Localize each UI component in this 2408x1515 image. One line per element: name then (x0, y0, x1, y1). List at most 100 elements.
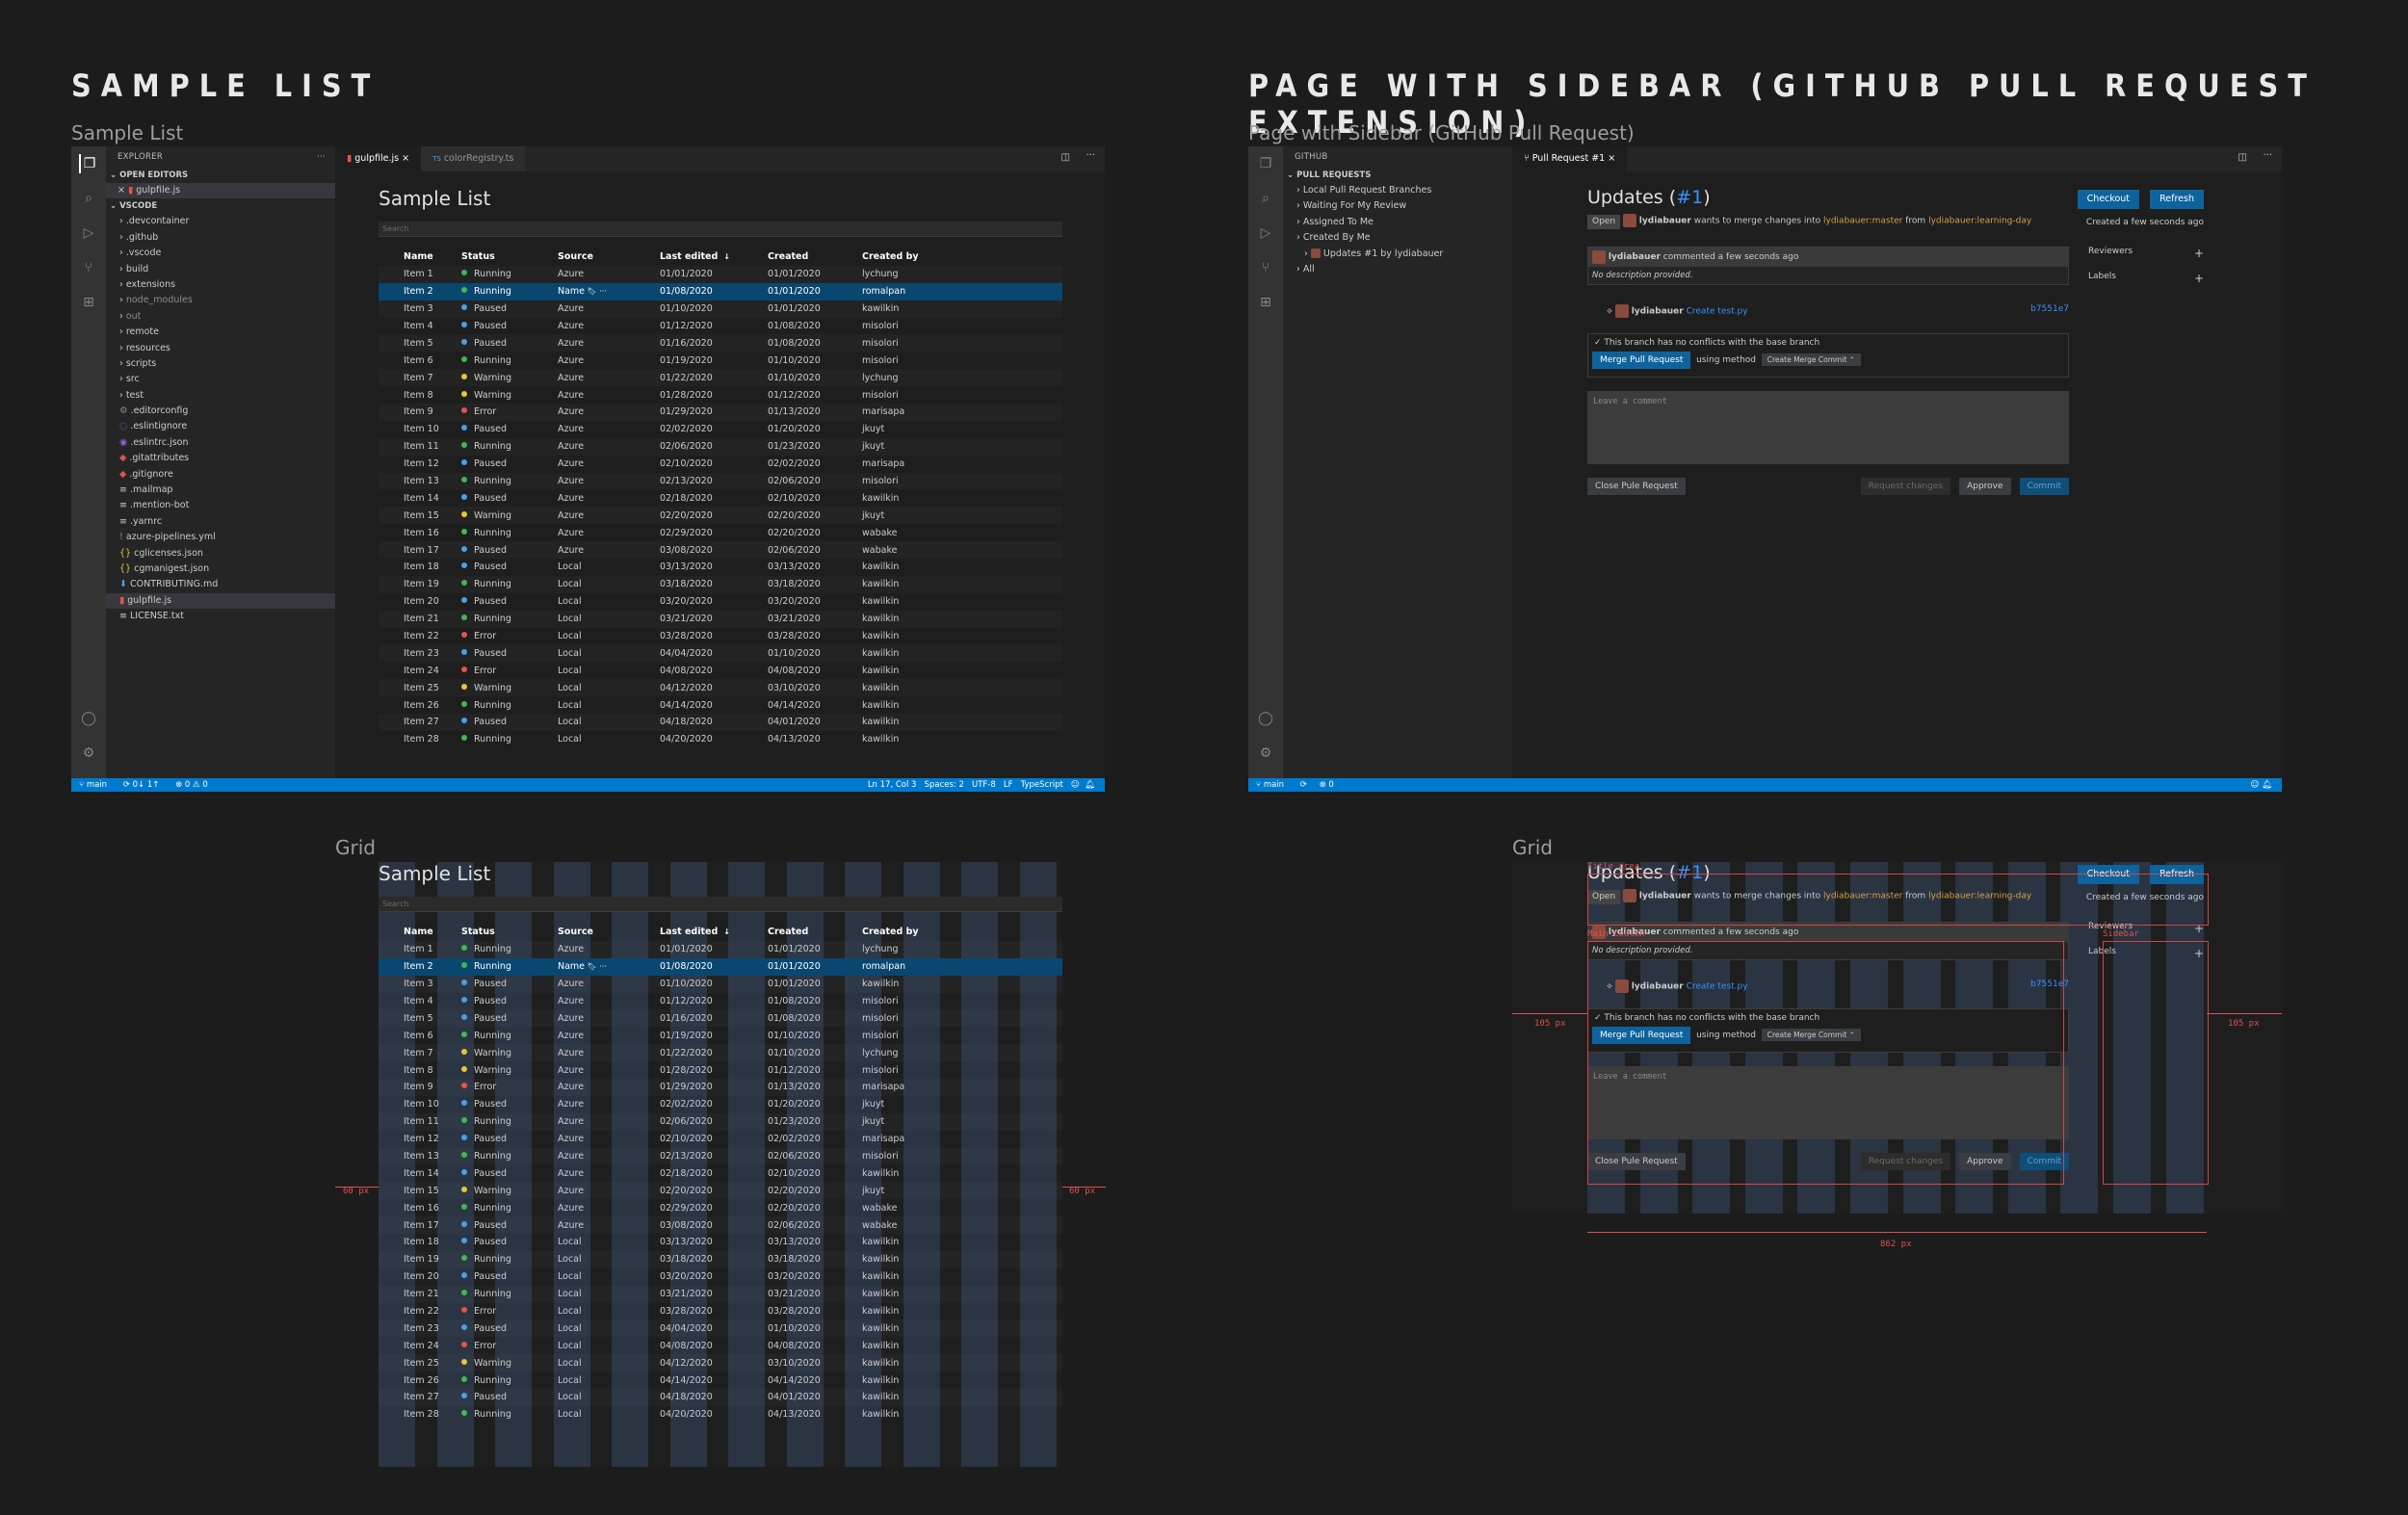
language-mode[interactable]: TypeScript (1020, 780, 1063, 790)
file-tree-item[interactable]: › remote (106, 325, 335, 340)
gear-icon[interactable]: ⚙ (1259, 745, 1272, 761)
gear-icon[interactable]: ⚙ (82, 745, 95, 761)
sync-icon[interactable]: ⟳ (1299, 780, 1307, 790)
approve-button[interactable]: Approve (1959, 1153, 2011, 1170)
file-tree-item[interactable]: ◆ .gitattributes (106, 451, 335, 466)
add-reviewer-icon[interactable]: + (2193, 922, 2204, 935)
merge-pull-request-button[interactable]: Merge Pull Request (1592, 352, 1691, 369)
column-header[interactable]: Last edited ↓ (660, 924, 768, 941)
merge-pull-request-button[interactable]: Merge Pull Request (1592, 1027, 1691, 1044)
file-tree-item[interactable]: ◉ .eslintrc.json (106, 435, 335, 451)
problems-item[interactable]: ⊗ 0 ⚠ 0 (175, 780, 208, 790)
extensions-icon[interactable]: ⊞ (83, 295, 94, 310)
table-row[interactable]: Item 7 Warning Azure 01/22/2020 01/10/2020 ly… (379, 1044, 1062, 1061)
source-control-icon[interactable]: ⑂ (84, 260, 93, 275)
table-row[interactable]: Item 24 Error Local 04/08/2020 04/08/2020 kaw… (379, 1337, 1062, 1354)
table-row[interactable]: Item 5 Paused Azure 01/16/2020 01/08/2020 mis… (379, 334, 1062, 352)
table-row[interactable]: Item 23 Paused Local 04/04/2020 01/10/2020 ka… (379, 644, 1062, 662)
branch-item[interactable]: ⑂ main (1256, 780, 1285, 790)
table-row[interactable]: Item 4 Paused Azure 01/12/2020 01/08/2020 mis… (379, 993, 1062, 1010)
file-tree-item[interactable]: ◆ .gitignore (106, 467, 335, 483)
table-row[interactable]: Item 9 Error Azure 01/29/2020 01/13/2020 mari… (379, 404, 1062, 421)
table-row[interactable]: Item 10 Paused Azure 02/02/2020 01/20/2020 jk… (379, 421, 1062, 438)
file-tree-item[interactable]: › src (106, 372, 335, 387)
table-row[interactable]: Item 15 Warning Azure 02/20/2020 02/20/2020 j… (379, 507, 1062, 524)
file-tree-item[interactable]: › build (106, 262, 335, 277)
split-editor-icon[interactable]: ◫ (2238, 152, 2247, 163)
table-row[interactable]: Item 16 Running Azure 02/29/2020 02/20/2020 w… (379, 1199, 1062, 1216)
more-actions-icon[interactable]: ··· (1086, 150, 1095, 161)
file-tree-item[interactable]: ⬇ CONTRIBUTING.md (106, 577, 335, 592)
pr-tree-item[interactable]: › Waiting For My Review (1283, 198, 1512, 214)
table-row[interactable]: Item 2 Running Name 🔖︎ ··· 01/08/2020 01/01/… (379, 282, 1062, 300)
file-tree-item[interactable]: › test (106, 388, 335, 404)
table-row[interactable]: Item 6 Running Azure 01/19/2020 01/10/2020 mi… (379, 352, 1062, 369)
checkout-button[interactable]: Checkout (2077, 190, 2140, 209)
approve-button[interactable]: Approve (1959, 478, 2011, 495)
tab-pull-request[interactable]: ⑂ Pull Request #1 × (1512, 146, 1628, 171)
table-row[interactable]: Item 20 Paused Local 03/20/2020 03/20/2020 ka… (379, 593, 1062, 611)
table-row[interactable]: Item 28 Running Local 04/20/2020 04/13/2020 k… (379, 731, 1062, 748)
commit-sha[interactable]: b7551e7 (2030, 304, 2069, 314)
table-row[interactable]: Item 9 Error Azure 01/29/2020 01/13/2020 mari… (379, 1079, 1062, 1096)
table-row[interactable]: Item 7 Warning Azure 01/22/2020 01/10/2020 ly… (379, 369, 1062, 386)
file-tree-item[interactable]: › node_modules (106, 293, 335, 308)
feedback-icon[interactable]: ☺ (1070, 780, 1080, 790)
close-icon[interactable]: × (118, 185, 125, 196)
table-row[interactable]: Item 8 Warning Azure 01/28/2020 01/12/2020 mi… (379, 386, 1062, 404)
table-row[interactable]: Item 19 Running Local 03/18/2020 03/18/2020 k… (379, 576, 1062, 593)
table-row[interactable]: Item 12 Paused Azure 02/10/2020 02/02/2020 ma… (379, 456, 1062, 473)
table-row[interactable]: Item 13 Running Azure 02/13/2020 02/06/2020 m… (379, 473, 1062, 490)
table-row[interactable]: Item 23 Paused Local 04/04/2020 01/10/2020 ka… (379, 1319, 1062, 1337)
table-row[interactable]: Item 17 Paused Azure 03/08/2020 02/06/2020 wa… (379, 1216, 1062, 1234)
search-input[interactable]: Search (379, 897, 1062, 912)
row-actions-icon[interactable]: 🔖︎ ··· (585, 287, 607, 297)
indentation[interactable]: Spaces: 2 (924, 780, 964, 790)
column-header[interactable]: Source (558, 248, 660, 266)
close-pull-request-button[interactable]: Close Pule Request (1587, 478, 1686, 495)
commit-button[interactable]: Commit (2019, 1153, 2069, 1170)
sort-arrow-icon[interactable]: ↓ (723, 252, 730, 262)
file-tree-item[interactable]: ≡ .mailmap (106, 483, 335, 498)
pr-number-link[interactable]: #1 (1676, 187, 1704, 208)
more-actions-icon[interactable]: ··· (2263, 150, 2272, 161)
column-header[interactable]: Created by (862, 924, 1062, 941)
pr-tree-item[interactable]: › Updates #1 by lydiabauer (1283, 247, 1512, 262)
problems-item[interactable]: ⊗ 0 (1319, 780, 1334, 790)
author-name[interactable]: lydiabauer (1631, 306, 1684, 317)
file-tree-item[interactable]: › scripts (106, 356, 335, 372)
file-tree-item[interactable]: ▮ gulpfile.js (106, 592, 335, 610)
search-icon[interactable]: ⌕ (1262, 191, 1269, 206)
table-row[interactable]: Item 27 Paused Local 04/18/2020 04/01/2020 ka… (379, 714, 1062, 731)
table-row[interactable]: Item 14 Paused Azure 02/18/2020 02/10/2020 ka… (379, 489, 1062, 507)
table-row[interactable]: Item 6 Running Azure 01/19/2020 01/10/2020 mi… (379, 1027, 1062, 1044)
commit-sha[interactable]: b7551e7 (2030, 980, 2069, 989)
author-name[interactable]: lydiabauer (1638, 216, 1691, 226)
table-row[interactable]: Item 21 Running Local 03/21/2020 03/21/2020 k… (379, 1286, 1062, 1303)
author-name[interactable]: lydiabauer (1608, 927, 1661, 937)
account-icon[interactable]: ◯ (1258, 711, 1273, 726)
cursor-position[interactable]: Ln 17, Col 3 (867, 780, 917, 790)
table-row[interactable]: Item 15 Warning Azure 02/20/2020 02/20/2020 j… (379, 1182, 1062, 1199)
file-tree-item[interactable]: › .github (106, 230, 335, 246)
table-row[interactable]: Item 24 Error Local 04/08/2020 04/08/2020 kaw… (379, 662, 1062, 679)
refresh-button[interactable]: Refresh (2150, 190, 2204, 209)
add-reviewer-icon[interactable]: + (2193, 247, 2204, 260)
file-tree-item[interactable]: {} cglicenses.json (106, 546, 335, 562)
run-debug-icon[interactable]: ▷ (83, 225, 94, 241)
table-row[interactable]: Item 18 Paused Local 03/13/2020 03/13/2020 ka… (379, 1234, 1062, 1251)
table-row[interactable]: Item 20 Paused Local 03/20/2020 03/20/2020 ka… (379, 1268, 1062, 1286)
tab-colorregistry[interactable]: TS colorRegistry.ts (421, 146, 526, 171)
table-row[interactable]: Item 22 Error Local 03/28/2020 03/28/2020 kaw… (379, 1303, 1062, 1320)
file-tree-item[interactable]: ! azure-pipelines.yml (106, 530, 335, 545)
commit-button[interactable]: Commit (2019, 478, 2069, 495)
author-name[interactable]: lydiabauer (1638, 891, 1691, 901)
request-changes-button[interactable]: Request changes (1860, 478, 1950, 495)
column-header[interactable]: Source (558, 924, 660, 941)
table-row[interactable]: Item 17 Paused Azure 03/08/2020 02/06/2020 wa… (379, 541, 1062, 559)
table-row[interactable]: Item 18 Paused Local 03/13/2020 03/13/2020 ka… (379, 559, 1062, 576)
column-header[interactable]: Name (379, 924, 461, 941)
table-row[interactable]: Item 25 Warning Local 04/12/2020 03/10/2020 k… (379, 679, 1062, 696)
extensions-icon[interactable]: ⊞ (1260, 295, 1271, 310)
workspace-section[interactable]: ⌄ VSCODE (110, 201, 158, 212)
